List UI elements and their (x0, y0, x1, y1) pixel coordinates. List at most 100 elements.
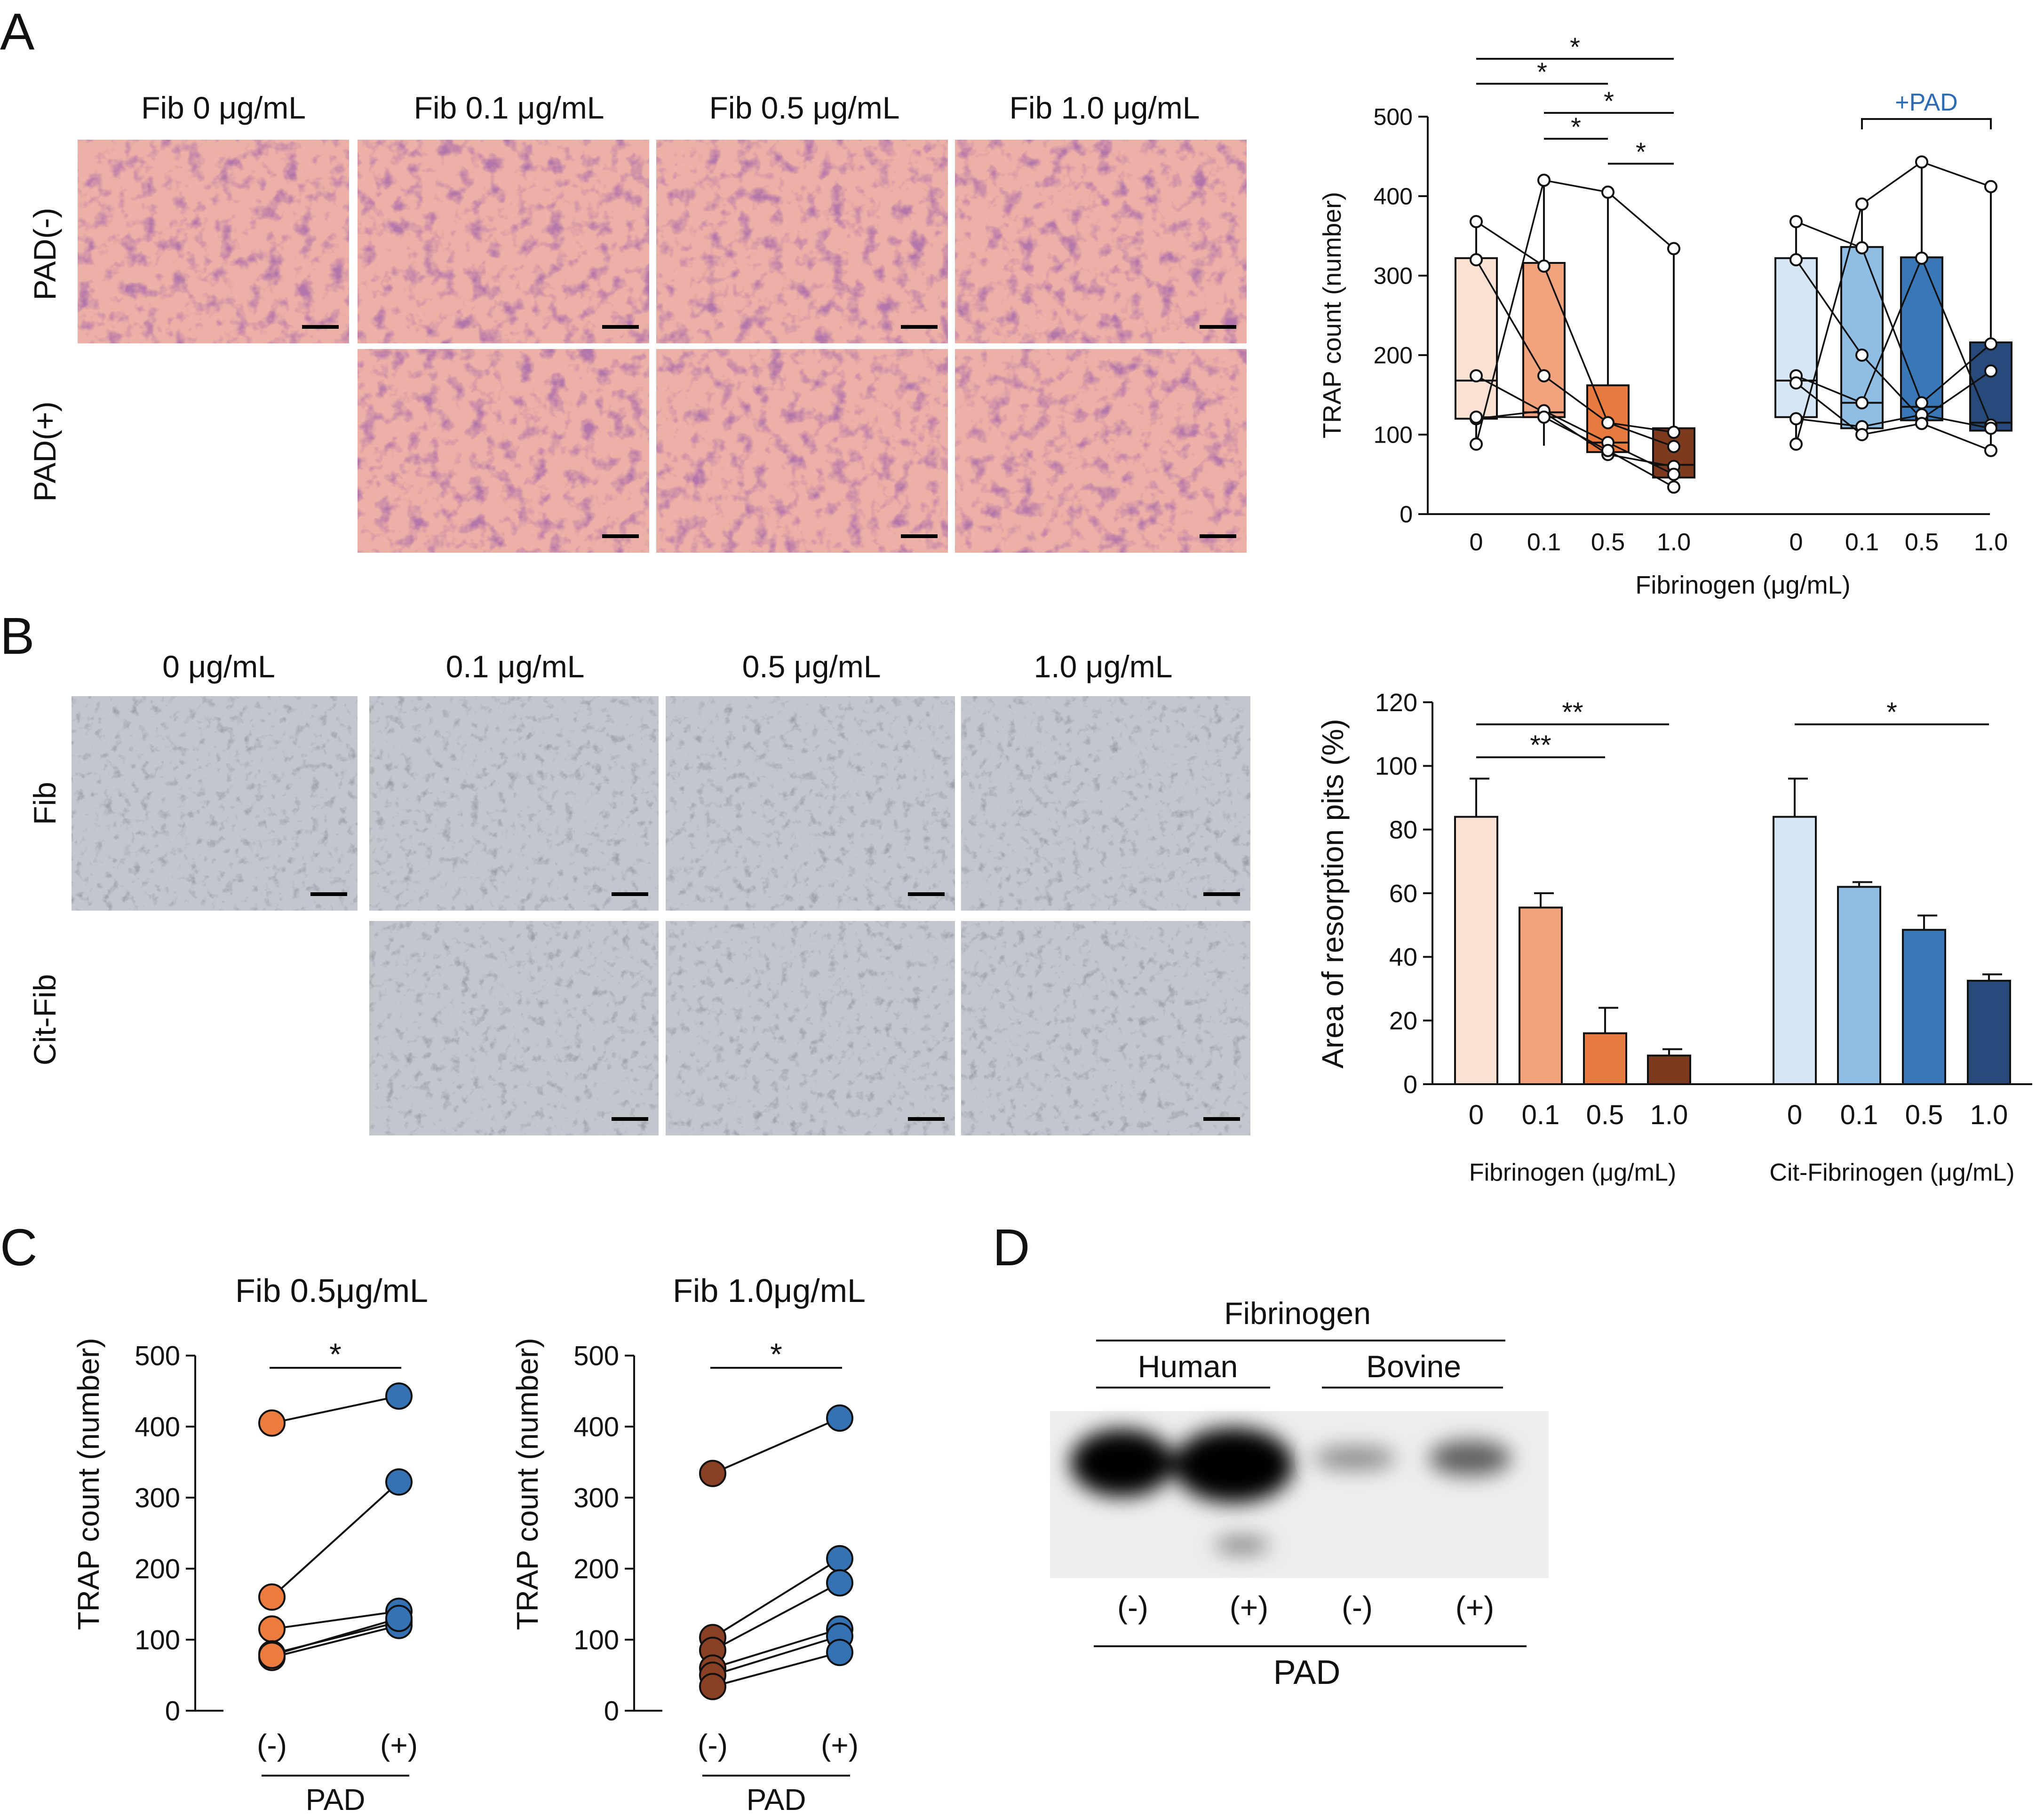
y-axis-title: TRAP count (number) (72, 1338, 105, 1630)
sample-line (1475, 179, 1675, 444)
bar (1583, 1032, 1627, 1086)
micro-col-label: Fib 0.5 μg/mL (709, 90, 900, 125)
x-tick-label: 0.5 (1905, 529, 1939, 556)
pair-line (712, 1628, 840, 1669)
sample-point (1855, 349, 1869, 362)
significance-bracket (1861, 118, 1992, 129)
blot-band (1214, 1537, 1270, 1554)
sample-line (1796, 413, 1991, 429)
blot-footer: PAD (1273, 1654, 1341, 1691)
chart-c-left-paired: 0 100 200 300 400 500 Fib 0.5μg/mL TRAP count (… (72, 1272, 428, 1817)
bar (1837, 886, 1881, 1085)
y-axis-title: TRAP count (number) (510, 1338, 544, 1630)
y-tick-label: 100 (573, 1625, 619, 1655)
micro-col-label: 0 μg/mL (162, 649, 275, 684)
y-tick-label: 300 (135, 1483, 180, 1513)
significance-label: * (1604, 86, 1614, 116)
x-tick-label: 0.1 (1522, 1100, 1560, 1130)
blot-lane-label: (-) (1342, 1590, 1373, 1625)
y-tick-label: 120 (1375, 689, 1417, 717)
panel-letter-c: C (0, 1219, 37, 1277)
sample-point (1667, 480, 1680, 494)
x-tick-label: 0.1 (1840, 1100, 1878, 1130)
x-tick-label: 0 (1470, 529, 1483, 556)
sample-point (1984, 364, 1997, 378)
series-axis-title: Fibrinogen (μg/mL) (1469, 1159, 1676, 1186)
micro-row-label: Fib (27, 782, 62, 825)
sample-point (1855, 428, 1869, 441)
y-tick-label: 40 (1389, 943, 1417, 971)
blot-band (1173, 1428, 1294, 1503)
sample-point (1855, 396, 1869, 410)
y-tick-label: 60 (1389, 880, 1417, 908)
x-tick-label: 0.5 (1591, 529, 1625, 556)
sample-point (1601, 444, 1615, 457)
pair-line (712, 1651, 840, 1688)
chart-c-right-paired: 0 100 200 300 400 500 Fib 1.0μg/mL TRAP count (… (510, 1272, 866, 1817)
blot-lane-label: (-) (1117, 1590, 1148, 1625)
micrograph-cells (955, 140, 1247, 343)
pair-line (271, 1624, 399, 1658)
x-tick-label: 1.0 (1970, 1100, 2008, 1130)
micro-col-label: 0.5 μg/mL (742, 649, 881, 684)
panel-letter-b: B (0, 607, 34, 665)
sample-point (1789, 412, 1803, 426)
y-tick-label: 100 (135, 1625, 180, 1655)
micrograph-cells (961, 696, 1250, 911)
pad-plus-point (826, 1639, 853, 1666)
y-tick-label: 200 (135, 1554, 180, 1584)
panel-letter-d: D (993, 1219, 1030, 1277)
sample-point (1789, 253, 1803, 267)
bar (1902, 928, 1946, 1085)
micrograph (656, 140, 948, 343)
box (1522, 262, 1566, 418)
micro-row-label: PAD(+) (27, 401, 62, 501)
pair-line (271, 1481, 400, 1598)
significance-label: * (1537, 57, 1547, 87)
y-tick-label: 200 (573, 1554, 619, 1584)
y-tick-label: 400 (1374, 183, 1413, 210)
bar (1519, 906, 1563, 1085)
micro-col-label: Fib 0.1 μg/mL (414, 90, 604, 125)
micrograph (369, 921, 659, 1135)
sample-line (1796, 256, 1992, 426)
micrograph-cells (72, 696, 358, 911)
blot-group-label: Bovine (1366, 1349, 1461, 1384)
x-tick-label: 0 (1469, 1100, 1484, 1130)
sample-point (1915, 417, 1928, 430)
micrograph-cells (656, 140, 948, 343)
sample-line (1475, 259, 1674, 447)
sample-point (1667, 468, 1680, 481)
sample-point (1915, 251, 1928, 265)
pad-plus-point (826, 1404, 853, 1432)
y-tick-label: 0 (1400, 501, 1413, 528)
blot-band (1429, 1440, 1511, 1476)
x-tick-label: 0.1 (1845, 529, 1879, 556)
blot-band (1070, 1429, 1174, 1497)
pad-minus-point (258, 1615, 286, 1643)
y-axis-title: TRAP count (number) (1318, 192, 1346, 438)
significance-label: ** (1530, 730, 1551, 761)
pad-minus-point (699, 1673, 726, 1700)
y-tick-label: 0 (604, 1696, 619, 1726)
micrograph (358, 349, 649, 553)
micro-col-label: 0.1 μg/mL (446, 649, 585, 684)
bar (1454, 816, 1498, 1085)
blot-header: Fibrinogen (1224, 1296, 1371, 1331)
pair-line (712, 1635, 840, 1676)
micrograph (961, 696, 1250, 911)
y-axis-title: Area of resorption pits (%) (1316, 719, 1350, 1068)
sample-point (1667, 425, 1680, 439)
blot-lane-label: (+) (1230, 1590, 1269, 1625)
sample-point (1855, 197, 1869, 211)
bar (1967, 980, 2011, 1085)
panel-b-micrographs: 0 μg/mL 0.1 μg/mL 0.5 μg/mL 1.0 μg/mL Fi… (27, 649, 1250, 1135)
micrograph-cells (666, 696, 955, 911)
sample-point (1789, 437, 1803, 451)
micrograph-cells (656, 349, 948, 553)
x-tick-label: 1.0 (1657, 529, 1691, 556)
micro-col-label: Fib 0 μg/mL (141, 90, 306, 125)
panel-a-micrographs: Fib 0 μg/mL Fib 0.1 μg/mL Fib 0.5 μg/mL … (27, 90, 1247, 553)
blot-bands (1070, 1428, 1511, 1554)
chart-title: Fib 0.5μg/mL (235, 1272, 428, 1309)
